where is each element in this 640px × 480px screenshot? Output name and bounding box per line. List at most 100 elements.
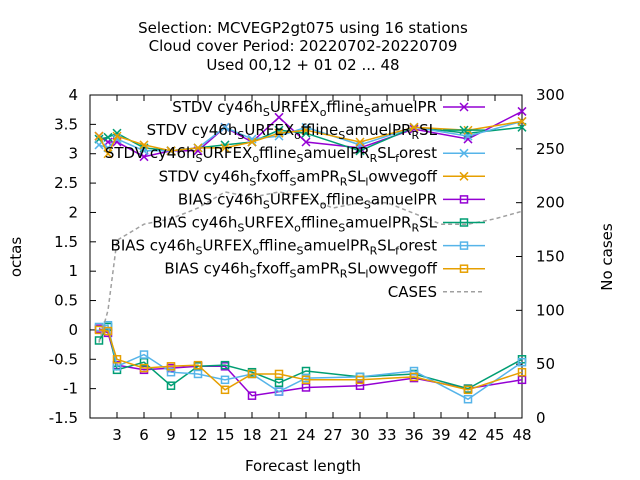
x-tick-label: 36 — [404, 426, 423, 444]
data-point — [193, 360, 203, 370]
legend-entry: BIAS cy46hS​fxoffS​amPRR​SLl​owvegoff — [164, 260, 485, 281]
data-point — [409, 366, 419, 376]
legend-marker — [459, 125, 469, 135]
x-tick-label: 39 — [431, 426, 450, 444]
data-point — [355, 140, 365, 150]
data-point — [409, 122, 419, 132]
legend-marker — [459, 148, 469, 158]
y-tick-label: -1 — [63, 380, 78, 398]
y2-tick-label: 0 — [536, 409, 546, 427]
data-point — [139, 140, 149, 150]
x-tick-label: 27 — [323, 426, 342, 444]
legend-entry: STDV cy46hS​fxoffS​amPRR​SLl​owvegoff — [159, 167, 485, 188]
data-point — [247, 391, 257, 400]
y-tick-label: 2 — [68, 203, 78, 221]
x-tick-label: 12 — [188, 426, 207, 444]
series-line — [98, 325, 523, 390]
data-point — [103, 320, 113, 330]
y-tick-label: 1.5 — [54, 233, 78, 251]
data-point — [220, 360, 230, 370]
series-6 — [94, 320, 527, 404]
legend-entry: STDV cy46hS​URFEXo​fflineS​amuelPR — [172, 98, 485, 119]
data-point — [139, 350, 149, 359]
y2-tick-label: 150 — [536, 248, 565, 266]
data-point — [220, 143, 230, 153]
x-tick-label: 30 — [350, 426, 369, 444]
data-point — [94, 131, 104, 141]
legend-entry: BIAS cy46hS​URFEXo​fflineS​amuelPRR​SLf​… — [111, 237, 485, 258]
series-line — [98, 110, 523, 158]
data-point — [517, 367, 527, 377]
legend-label: STDV cy46hS​fxoffS​amPRR​SLl​owvegoff — [159, 167, 438, 188]
y2-tick-label: 250 — [536, 140, 565, 158]
data-point — [112, 355, 122, 364]
x-tick-label: 33 — [377, 426, 396, 444]
y-tick-label: 0.5 — [54, 292, 78, 310]
legend-label: CASES — [388, 283, 437, 301]
data-point — [301, 375, 311, 385]
legend-label: STDV cy46hS​URFEXo​fflineS​amuelPRR​SLf​… — [105, 144, 437, 165]
y-tick-label: 4 — [68, 86, 78, 104]
data-point — [463, 394, 473, 404]
y-tick-label: 2.5 — [54, 174, 78, 192]
data-point — [112, 131, 122, 141]
series-3 — [94, 116, 527, 159]
y2-tick-label: 100 — [536, 301, 565, 319]
x-tick-label: 3 — [112, 426, 122, 444]
y-tick-label: 3.5 — [54, 115, 78, 133]
x-axis-ticks: 3 6 9 12 15 18 21 24 27 30 33 36 39 42 45 48 — [112, 95, 532, 444]
data-point — [274, 387, 284, 396]
data-point — [166, 362, 176, 371]
data-point — [274, 128, 284, 138]
y2-tick-label: 300 — [536, 86, 565, 104]
data-point — [193, 143, 203, 153]
data-point — [517, 116, 527, 126]
y-axis-label: octas — [7, 237, 25, 277]
series-line — [98, 120, 523, 156]
data-point — [517, 106, 527, 116]
series-line — [98, 324, 523, 401]
legend-marker — [459, 171, 469, 181]
title-line-3: Used 00,12 + 01 02 ... 48 — [206, 56, 399, 74]
y2-axis-label: No cases — [598, 223, 616, 291]
y-axis-ticks: -1.5 -1 -0.5 0 0.5 1 1.5 2 2.5 3 3.5 4 — [49, 86, 96, 427]
data-point — [301, 137, 311, 147]
x-tick-label: 21 — [269, 426, 288, 444]
legend-label: STDV cy46hS​URFEXo​fflineS​amuelPRR​SL — [147, 121, 438, 142]
legend-marker — [459, 102, 469, 112]
legend-marker — [459, 264, 469, 273]
data-point — [94, 325, 104, 335]
data-point — [463, 385, 473, 395]
series-7 — [94, 325, 527, 395]
data-point — [94, 336, 104, 345]
x-axis-label: Forecast length — [245, 457, 361, 475]
legend-marker — [459, 241, 469, 250]
legend-label: BIAS cy46hS​URFEXo​fflineS​amuelPR — [178, 190, 437, 211]
data-point — [355, 381, 365, 390]
series-line — [98, 126, 523, 152]
data-point — [274, 378, 284, 388]
x-tick-label: 48 — [512, 426, 531, 444]
legend-entry: BIAS cy46hS​URFEXo​fflineS​amuelPR — [178, 190, 485, 211]
x-tick-label: 6 — [139, 426, 149, 444]
legend-marker — [459, 195, 469, 204]
data-point — [139, 363, 149, 373]
y2-axis-ticks: 0 50 100 150 200 250 300 — [516, 86, 565, 427]
series-line — [98, 329, 523, 391]
y-tick-label: 1 — [68, 262, 78, 280]
data-point — [247, 369, 257, 379]
legend-marker — [459, 218, 469, 227]
series-line — [98, 328, 523, 397]
data-point — [409, 124, 419, 134]
legend-entry: BIAS cy46hS​URFEXo​fflineS​amuelPRR​SL — [152, 214, 485, 235]
data-point — [517, 357, 527, 367]
data-point — [220, 385, 230, 395]
data-point — [166, 146, 176, 156]
y-tick-label: -1.5 — [49, 409, 78, 427]
series-5 — [94, 322, 527, 393]
title-line-1: Selection: MCVEGP2gt075 using 16 station… — [138, 19, 468, 37]
data-point — [166, 367, 176, 377]
legend-entry: STDV cy46hS​URFEXo​fflineS​amuelPRR​SLf​… — [105, 144, 485, 165]
